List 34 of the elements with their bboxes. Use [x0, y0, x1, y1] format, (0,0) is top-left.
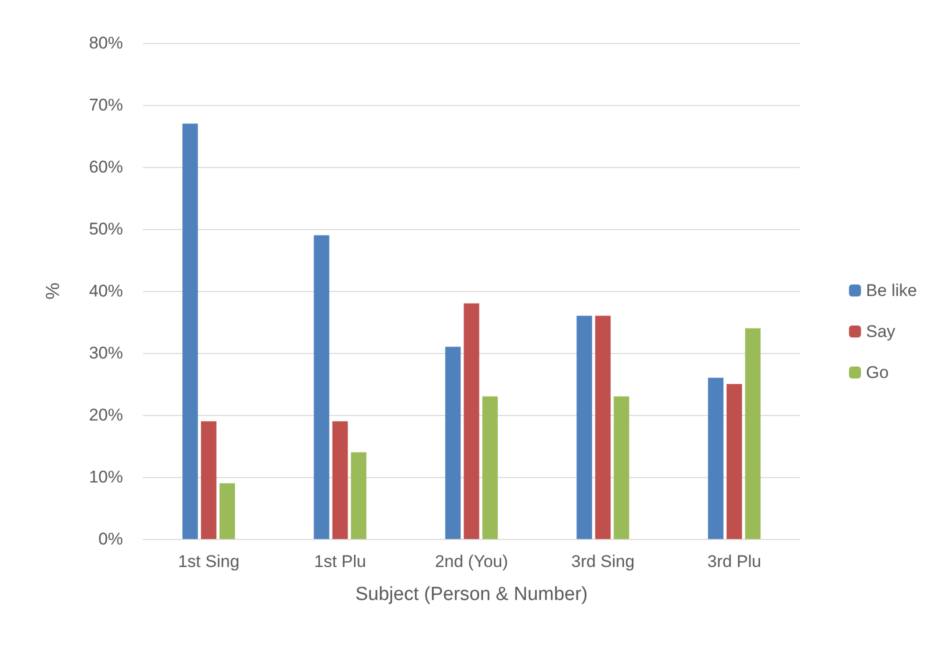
bar — [182, 124, 198, 539]
bar — [220, 483, 235, 539]
y-tick-label: 70% — [88, 96, 123, 114]
bar — [445, 346, 461, 539]
y-tick-label: 0% — [98, 530, 123, 548]
bar — [200, 421, 216, 539]
y-tick-label: 50% — [88, 220, 123, 238]
y-tick-label: 10% — [88, 468, 123, 486]
x-tick-label: 3rd Sing — [571, 552, 635, 571]
x-axis-title: Subject (Person & Number) — [355, 584, 588, 605]
y-axis-title: % — [43, 282, 64, 300]
bar — [595, 316, 611, 539]
y-tick-label: 40% — [88, 282, 123, 300]
bar — [314, 235, 330, 539]
bar — [332, 421, 348, 539]
x-tick-label: 2nd (You) — [434, 552, 508, 571]
x-tick-label: 1st Plu — [314, 552, 366, 571]
bar — [482, 396, 498, 539]
y-tick-label: 60% — [88, 158, 123, 176]
y-tick-label: 30% — [88, 344, 123, 362]
bar — [708, 378, 724, 539]
y-tick-label: 80% — [88, 34, 123, 52]
bar — [614, 396, 630, 539]
bar — [350, 452, 366, 539]
legend-label: Say — [866, 322, 896, 341]
legend-label: Be like — [866, 281, 918, 300]
bar — [464, 303, 480, 539]
bar — [745, 328, 761, 539]
y-tick-label: 20% — [88, 406, 123, 424]
legend-label: Go — [866, 363, 889, 382]
bar — [576, 316, 592, 539]
x-tick-label: 1st Sing — [178, 552, 240, 571]
x-tick-label: 3rd Plu — [707, 552, 762, 571]
bar — [726, 384, 742, 539]
